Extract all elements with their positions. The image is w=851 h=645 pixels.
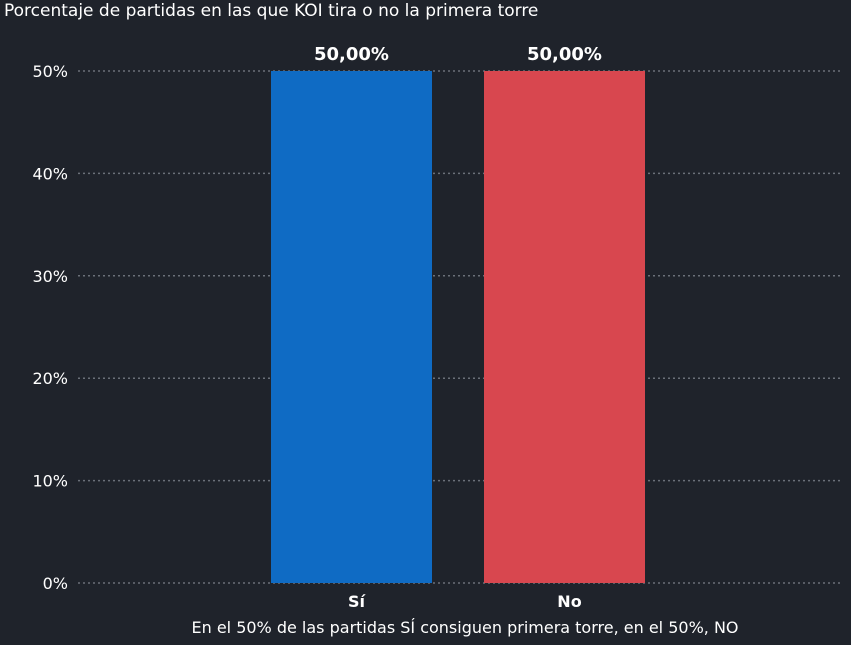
data-label: 50,00% (527, 44, 602, 65)
y-tick-label: 20% (32, 369, 68, 388)
data-label: 50,00% (314, 44, 389, 65)
x-tick-label: Sí (348, 592, 367, 611)
y-tick-label: 30% (32, 267, 68, 286)
data-labels: 50,00% 50,00% (314, 44, 602, 65)
bars (271, 71, 645, 583)
y-tick-label: 50% (32, 62, 68, 81)
x-tick-label: No (557, 592, 581, 611)
x-axis-tick-labels: Sí No (348, 592, 582, 611)
y-tick-label: 0% (43, 574, 68, 593)
bar-si[interactable] (271, 71, 432, 583)
chart-title: Porcentaje de partidas en las que KOI ti… (4, 1, 539, 21)
y-tick-label: 40% (32, 164, 68, 183)
y-tick-label: 10% (32, 472, 68, 491)
gridlines (78, 70, 843, 584)
bar-no[interactable] (484, 71, 645, 583)
x-axis-title: En el 50% de las partidas SÍ consiguen p… (191, 618, 739, 637)
y-axis-tick-labels: 0% 10% 20% 30% 40% 50% (32, 62, 68, 593)
